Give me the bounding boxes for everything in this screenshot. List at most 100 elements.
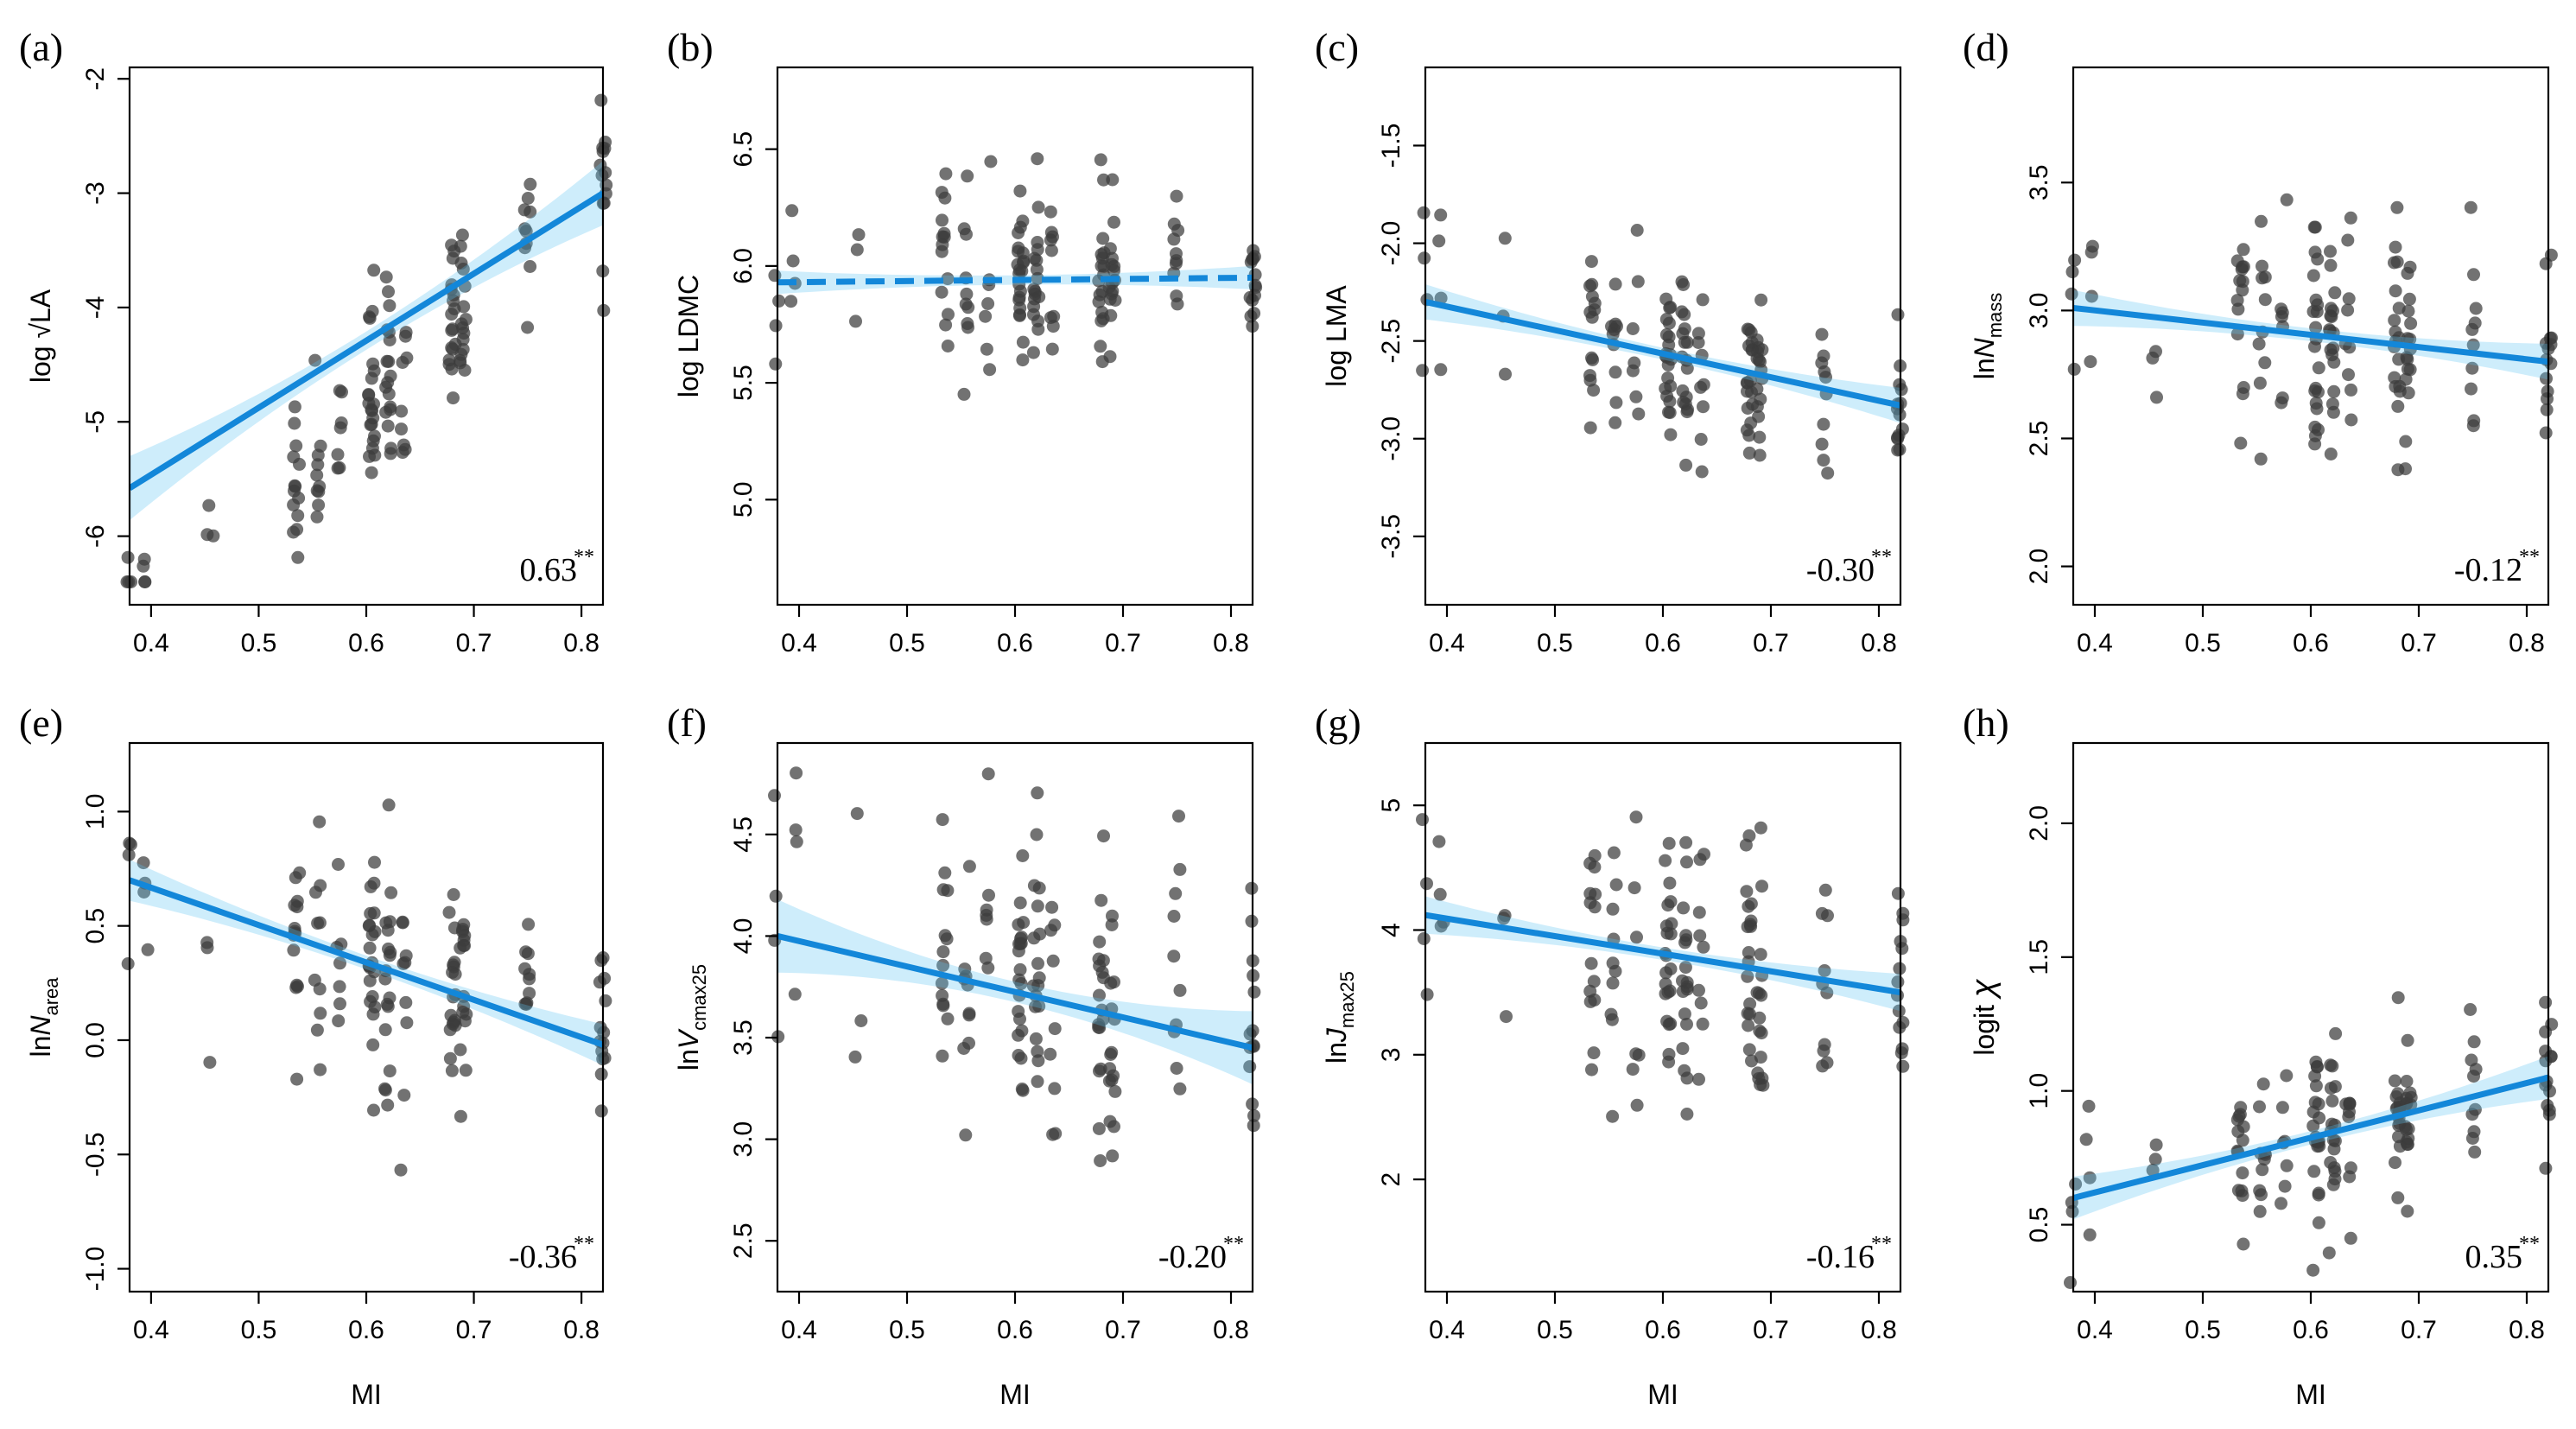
data-point	[397, 1089, 411, 1102]
data-point	[2146, 1164, 2160, 1177]
data-point	[1676, 974, 1689, 988]
data-point	[363, 941, 377, 955]
data-point	[2399, 462, 2412, 476]
data-point	[1818, 964, 1831, 977]
data-point	[1753, 430, 1767, 444]
data-point	[287, 525, 301, 539]
x-tick-label: 0.6	[997, 629, 1033, 657]
data-point	[394, 1163, 408, 1177]
data-points	[1416, 206, 1909, 480]
data-point	[1753, 448, 1767, 462]
data-point	[1691, 336, 1705, 349]
data-point	[2344, 1161, 2357, 1175]
data-point	[136, 856, 150, 870]
data-point	[366, 1007, 380, 1021]
data-point	[2275, 1197, 2287, 1210]
data-point	[2253, 1204, 2267, 1218]
data-point	[1605, 320, 1618, 333]
data-point	[1896, 1059, 1910, 1073]
data-point	[382, 798, 396, 812]
data-point	[396, 916, 409, 930]
data-point	[1094, 340, 1107, 353]
data-point	[1028, 284, 1042, 298]
y-tick-label: 2	[1377, 1172, 1405, 1187]
data-point	[962, 1007, 976, 1020]
x-tick-label: 0.7	[1753, 629, 1789, 657]
data-point	[1696, 1017, 1710, 1031]
data-point	[1626, 1063, 1640, 1077]
data-point	[379, 405, 393, 419]
data-point	[2278, 1179, 2292, 1193]
data-point	[2467, 268, 2480, 282]
data-point	[1693, 853, 1707, 867]
data-point	[1170, 1062, 1183, 1075]
data-point	[2313, 1140, 2326, 1153]
data-point	[939, 167, 953, 181]
data-point	[1585, 351, 1598, 365]
data-point	[1093, 935, 1107, 949]
panel-label: (e)	[19, 701, 63, 745]
significance-marker: **	[1871, 1233, 1892, 1255]
significance-marker: **	[2519, 1233, 2540, 1255]
data-point	[1097, 829, 1110, 843]
data-point	[442, 905, 456, 919]
data-point	[1170, 289, 1183, 303]
data-point	[2237, 243, 2250, 257]
data-point	[983, 363, 997, 377]
x-tick-label: 0.7	[2401, 629, 2437, 657]
data-point	[2146, 351, 2160, 365]
data-point	[941, 340, 955, 352]
data-point	[938, 866, 952, 880]
data-point	[365, 304, 379, 318]
y-tick-label: 4.0	[729, 918, 758, 955]
data-point	[1742, 946, 1755, 959]
data-point	[2401, 362, 2414, 376]
data-point	[2401, 1204, 2414, 1218]
y-tick-label: 2.5	[729, 1223, 758, 1259]
data-point	[1434, 291, 1448, 305]
data-point	[2465, 1108, 2479, 1121]
data-point	[1659, 854, 1672, 867]
data-point	[1739, 838, 1753, 852]
data-point	[2465, 361, 2479, 375]
data-point	[2308, 220, 2322, 234]
data-point	[1754, 1078, 1767, 1091]
data-point	[1815, 437, 1829, 451]
data-point	[1587, 1046, 1601, 1060]
data-point	[448, 968, 462, 981]
data-point	[2324, 343, 2338, 357]
fit-line	[130, 190, 603, 491]
data-point	[1031, 1045, 1044, 1058]
data-point	[365, 466, 378, 480]
data-point	[984, 155, 998, 168]
data-point	[852, 228, 866, 242]
data-point	[2344, 383, 2357, 397]
data-point	[289, 439, 303, 453]
data-point	[1497, 911, 1511, 925]
data-point	[454, 257, 468, 270]
data-point	[1750, 382, 1764, 396]
data-point	[1434, 208, 1448, 222]
panel-label: (d)	[1963, 25, 2009, 69]
data-point	[942, 308, 955, 321]
y-tick-label: -3.5	[1377, 514, 1405, 559]
data-point	[2342, 292, 2356, 306]
data-point	[2307, 1165, 2321, 1178]
data-point	[980, 342, 993, 356]
data-point	[380, 997, 394, 1011]
data-point	[523, 968, 536, 981]
data-point	[935, 976, 949, 990]
data-point	[384, 886, 398, 899]
data-point	[445, 1064, 459, 1077]
data-point	[1416, 364, 1430, 378]
data-point	[769, 319, 783, 333]
data-point	[384, 369, 397, 383]
data-point	[2309, 321, 2323, 334]
data-point	[768, 789, 781, 803]
x-tick-label: 0.8	[1213, 1316, 1249, 1344]
data-point	[1585, 1063, 1598, 1077]
data-point	[293, 457, 306, 471]
x-tick-label: 0.4	[2077, 1316, 2113, 1344]
correlation-value: -0.12	[2454, 552, 2522, 588]
y-tick-label: 1.5	[2025, 939, 2053, 975]
